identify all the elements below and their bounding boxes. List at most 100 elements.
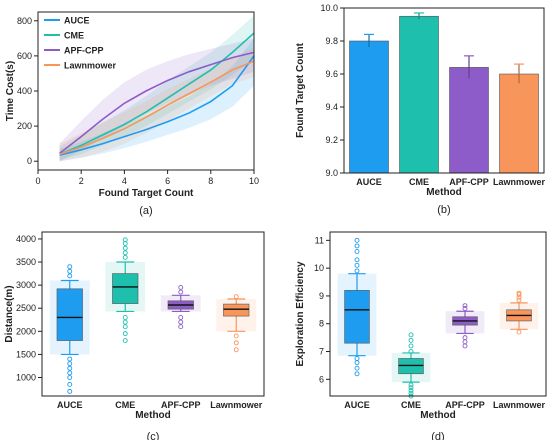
y-tick-label: 10.0 (320, 3, 338, 13)
outlier-point (67, 375, 73, 380)
outlier-point (178, 315, 184, 320)
outlier-point (233, 347, 239, 353)
outlier-point (122, 237, 128, 243)
panel-label: (a) (139, 205, 152, 217)
x-tick-label: Lawnmower (493, 177, 546, 187)
x-tick-label: 4 (122, 176, 127, 186)
panel-d-box-plot: AUCE CME APF-CPP Lawnmower 6 7 8 9 10 11 Explorati… (295, 231, 547, 440)
outlier-point (122, 254, 128, 260)
outlier-point (408, 343, 414, 349)
bar-cme (399, 15, 439, 174)
x-tick-label: 2 (79, 176, 84, 186)
x-axis-label: Found Target Count (99, 188, 194, 199)
outlier-point (122, 338, 128, 344)
x-tick-label: AUCE (356, 177, 382, 187)
legend-label: APF-CPP (64, 46, 104, 56)
y-tick-label: 1500 (16, 349, 36, 359)
outlier-point (67, 273, 73, 279)
outlier-point (67, 264, 73, 270)
x-tick-label: APF-CPP (445, 400, 485, 410)
panel-b-bar-chart: AUCE CME APF-CPP Lawnmower 9.0 9.2 9.4 9.6 9.8 10… (295, 3, 545, 216)
y-tick-label: 6 (319, 374, 324, 384)
outlier-point (462, 303, 468, 309)
outlier-point (67, 370, 73, 376)
outlier-point (233, 294, 239, 300)
outlier-point (122, 331, 128, 337)
x-tick-label: APF-CPP (161, 400, 201, 410)
outlier-point (354, 237, 360, 243)
series-line-apf-cpp (59, 51, 255, 154)
legend-label: CME (64, 31, 84, 41)
y-tick-label: 9.2 (325, 135, 338, 145)
outlier-point (122, 250, 128, 256)
outlier-point (122, 324, 128, 330)
y-tick-label: 9.0 (325, 168, 338, 178)
outlier-point (354, 360, 360, 366)
outlier-point (408, 385, 414, 391)
y-tick-label: 9 (319, 291, 324, 301)
x-tick-label: 0 (35, 176, 40, 186)
y-tick-label: 200 (17, 121, 32, 131)
box-auce (56, 288, 83, 341)
confidence-band-apf-cpp (59, 38, 254, 162)
outlier-point (354, 365, 360, 371)
outlier-point (462, 305, 468, 311)
x-axis-label: Method (420, 410, 456, 421)
outlier-point (122, 315, 128, 320)
outlier-point (408, 390, 414, 396)
outlier-point (408, 349, 414, 354)
y-axis-label: Distance(m) (4, 285, 15, 342)
y-tick-label: 9.6 (325, 69, 338, 79)
y-tick-label: 7 (319, 347, 324, 357)
plot-frame (343, 7, 545, 174)
x-tick-label: 6 (165, 176, 170, 186)
legend: AUCE CME APF-CPP Lawnmower (44, 16, 117, 71)
confidence-band-cme (59, 15, 254, 161)
x-axis-label: Method (135, 410, 171, 421)
y-tick-label: 400 (17, 86, 32, 96)
outlier-point (233, 333, 239, 339)
y-tick-label: 4000 (16, 234, 36, 244)
legend-label: AUCE (64, 16, 90, 26)
y-tick-label: 800 (17, 16, 32, 26)
outlier-point (354, 249, 360, 254)
confidence-band-auce (59, 38, 254, 162)
x-tick-label: Lawnmower (493, 400, 546, 410)
outlier-point (408, 382, 414, 388)
y-tick-label: 8 (319, 319, 324, 329)
panel-a-line-chart: 0 200 400 600 800 0 2 4 6 8 10 Time Cost(s) Found Ta… (5, 11, 259, 217)
outlier-point (178, 289, 184, 295)
outlier-point (408, 337, 414, 343)
x-tick-label: CME (409, 177, 429, 187)
y-tick-label: 600 (17, 51, 32, 61)
y-tick-label: 11 (315, 235, 324, 245)
outlier-point (516, 297, 522, 303)
box-lawnmower (223, 303, 250, 317)
x-tick-label: CME (401, 400, 421, 410)
y-axis-label: Time Cost(s) (5, 61, 16, 121)
outlier-point (408, 332, 414, 338)
box-cme (112, 273, 139, 304)
y-tick-label: 3500 (16, 257, 36, 267)
panel-c-box-plot: AUCE CME APF-CPP Lawnmower 1000 1500 2000 2500 3… (4, 231, 265, 440)
bar-auce (349, 40, 389, 174)
outlier-point (67, 356, 73, 362)
outlier-point (178, 324, 184, 330)
x-tick-label: Lawnmower (210, 400, 263, 410)
x-tick-label: 10 (249, 176, 259, 186)
y-tick-label: 9.8 (325, 36, 338, 46)
y-axis-label: Found Target Count (295, 42, 306, 137)
outlier-point (516, 329, 522, 335)
outlier-point (354, 262, 360, 268)
outlier-point (462, 339, 468, 345)
outlier-point (516, 290, 522, 296)
y-tick-label: 10 (314, 263, 324, 273)
bar-lawnmower (499, 73, 539, 174)
outlier-point (354, 243, 360, 249)
y-tick-label: 0 (27, 156, 32, 166)
outlier-point (122, 319, 128, 325)
plot-frame (329, 231, 547, 397)
x-axis-label: Method (426, 187, 462, 198)
panel-label: (d) (431, 431, 444, 440)
